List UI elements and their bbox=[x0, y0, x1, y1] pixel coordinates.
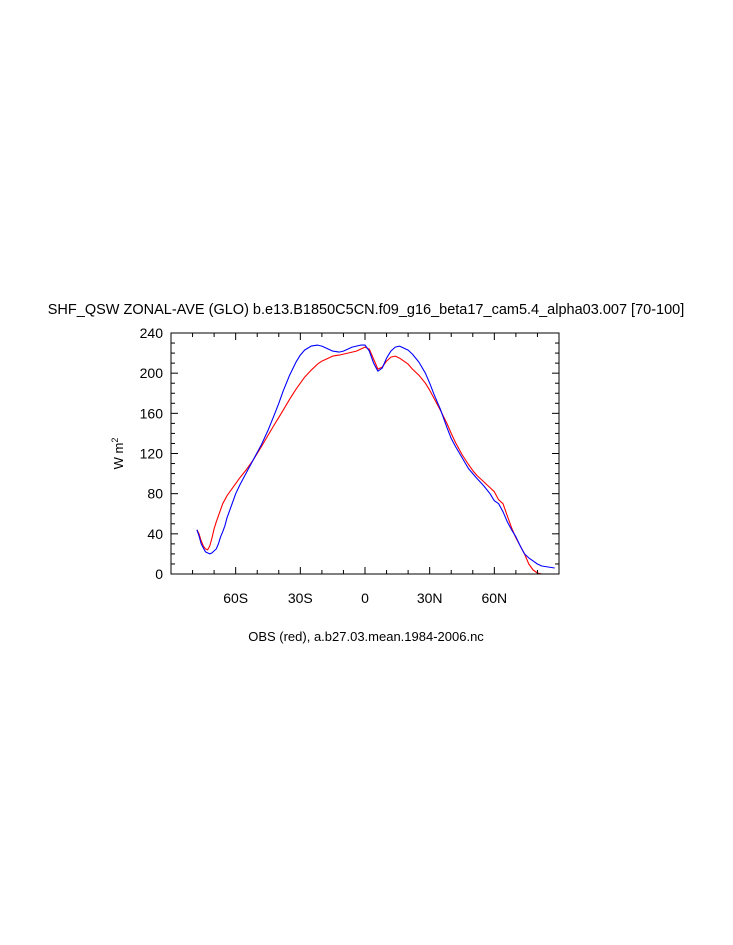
y-axis-label-text: W m bbox=[111, 443, 126, 470]
y-tick-label: 240 bbox=[140, 325, 164, 341]
chart-footer: OBS (red), a.b27.03.mean.1984-2006.nc bbox=[248, 629, 484, 644]
y-tick-label: 120 bbox=[140, 446, 164, 462]
y-tick-label: 40 bbox=[147, 526, 163, 542]
y-tick-label: 80 bbox=[147, 486, 163, 502]
y-tick-label: 200 bbox=[140, 365, 164, 381]
chart-title: SHF_QSW ZONAL-AVE (GLO) b.e13.B1850C5CN.… bbox=[48, 302, 685, 318]
ticks-layer: 0 40 80 120 160 200 240 60S 30S 0 30N 60N bbox=[140, 325, 559, 606]
y-tick-label: 0 bbox=[155, 566, 163, 582]
x-tick-label: 30S bbox=[288, 590, 313, 606]
series-line-2 bbox=[196, 344, 555, 569]
y-axis-label: W m2 bbox=[110, 438, 126, 470]
y-tick-label: 160 bbox=[140, 405, 164, 421]
x-tick-label: 60S bbox=[223, 590, 248, 606]
series-line-1 bbox=[196, 346, 555, 575]
y-axis-label-superscript: 2 bbox=[110, 438, 120, 443]
plot-area: 0 40 80 120 160 200 240 60S 30S 0 30N 60N bbox=[140, 325, 560, 606]
series-layer bbox=[196, 344, 555, 575]
x-tick-label: 30N bbox=[417, 590, 443, 606]
x-tick-label: 0 bbox=[361, 590, 369, 606]
x-tick-label: 60N bbox=[481, 590, 507, 606]
plot-frame bbox=[170, 332, 560, 575]
